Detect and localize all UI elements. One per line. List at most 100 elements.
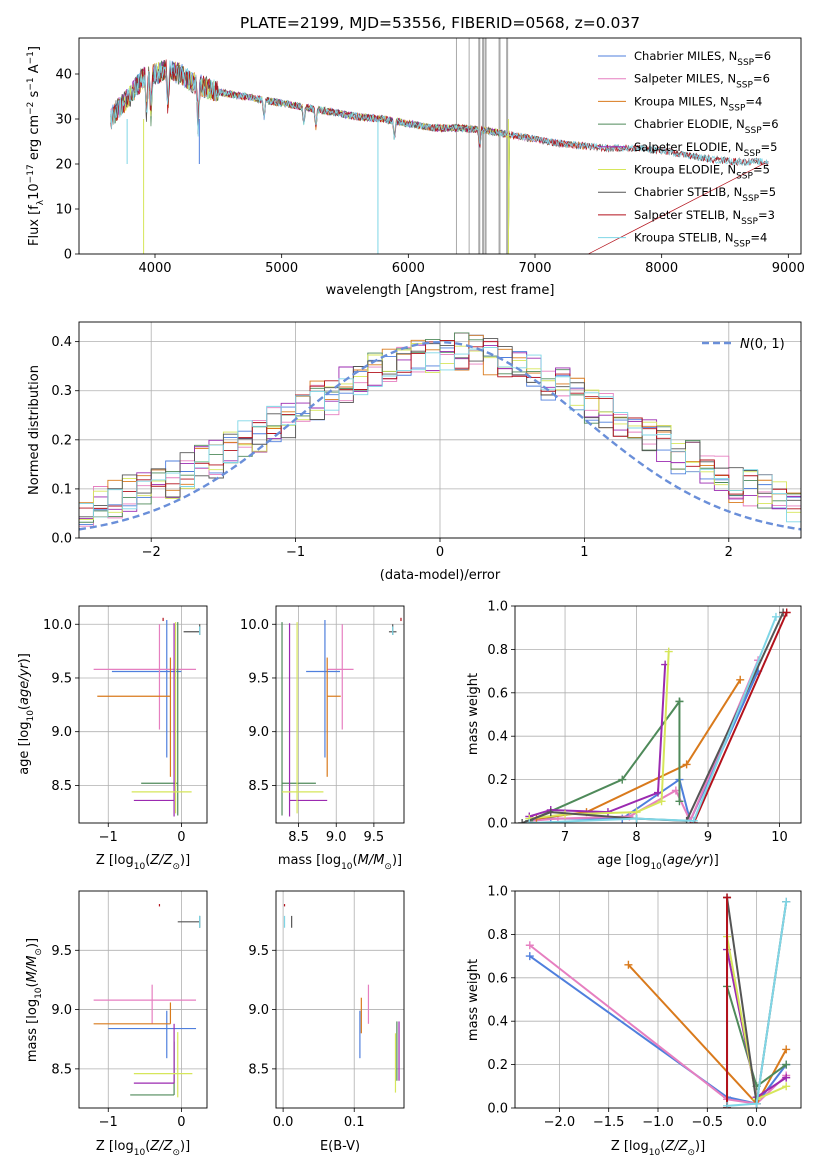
y-tick-label: 8.5 [51, 1062, 72, 1077]
residual-histogram [79, 347, 801, 523]
errorbar-point [288, 623, 328, 817]
weight-series [525, 667, 763, 823]
y-axis-label: mass weight [466, 959, 481, 1041]
y-tick-label: 8.5 [51, 779, 72, 794]
grid [276, 606, 404, 823]
spectrum-line [114, 60, 510, 147]
y-axis-label: mass weight [466, 673, 481, 755]
ticks: −1 0 8.5 9.0 9.5 [51, 944, 185, 1130]
x-tick-label: 2 [725, 545, 733, 560]
plot-area [79, 332, 801, 531]
mass-weight-vs-age-panel: 7 8 9 10 0.0 0.2 0.4 0.6 0.8 1.0 age [log10(age/yr… [466, 600, 802, 872]
errorbar-point [281, 622, 316, 816]
x-tick-label: 6000 [392, 261, 425, 276]
y-tick-label: 8.5 [248, 1062, 269, 1077]
y-tick-label: 0.8 [487, 928, 508, 943]
residual-histogram [79, 338, 801, 518]
ticks: 0.0 0.1 8.5 9.0 9.5 [248, 944, 364, 1130]
axes-frame [78, 37, 802, 255]
y-tick-label: 10 [55, 203, 72, 218]
legend-entry: Kroupa MILES, NSSP=4 [634, 94, 762, 113]
x-tick-label: −1 [99, 1115, 118, 1130]
y-tick-label: 9.0 [51, 1003, 72, 1018]
y-tick-label: 10.0 [43, 618, 72, 633]
gaussian-reference-curve [79, 340, 801, 531]
x-axis-label: mass [log10(M/M⊙)] [278, 853, 402, 872]
y-tick-label: 0.4 [487, 730, 508, 745]
y-tick-label: 8.5 [248, 779, 269, 794]
weight-series [723, 897, 791, 1108]
legend: Chabrier MILES, NSSP=6 Salpeter MILES, NS… [598, 49, 779, 250]
y-tick-label: 0.4 [51, 335, 72, 350]
legend-entry: Salpeter STELIB, NSSP=3 [634, 208, 775, 227]
axes-frame [275, 890, 405, 1109]
plot-area [525, 893, 791, 1108]
x-axis-label: Z [log10(Z/Z⊙)] [96, 853, 190, 872]
y-tick-label: 0.3 [51, 384, 72, 399]
y-axis-label: mass [log10(M/M⊙)] [25, 938, 44, 1062]
spectrum-line [110, 60, 769, 167]
axes-frame [78, 605, 208, 824]
residuals-panel: −2 −1 0 1 2 0.0 0.1 0.2 0.3 0.4 (data-model)/error… [27, 321, 802, 583]
y-tick-label: 0.0 [51, 532, 72, 547]
weight-series [525, 660, 670, 821]
x-tick-label: 0 [177, 830, 185, 845]
y-tick-label: 30 [55, 113, 72, 128]
x-axis-label: Z [log10(Z/Z⊙)] [611, 1139, 705, 1158]
y-tick-label: 0.6 [487, 686, 508, 701]
spectrum-panel: 4000 5000 6000 7000 8000 9000 0 10 20 30 40 wavelen… [26, 37, 805, 298]
errorbar-point [327, 624, 354, 730]
ticks: 7 8 9 10 0.0 0.2 0.4 0.6 0.8 1.0 [487, 600, 788, 846]
y-tick-label: 9.0 [51, 725, 72, 740]
plot-area [110, 38, 769, 254]
y-tick-label: 9.5 [51, 944, 72, 959]
mass-vs-extinction-panel: 0.0 0.1 8.5 9.0 9.5 E(B-V) [248, 890, 405, 1154]
ticks: −2.0 −1.5 −1.0 −0.5 0.0 0.0 0.2 0.4 0.6 0.8 1.0 [487, 885, 767, 1131]
weight-series [723, 893, 732, 1108]
x-axis-label: wavelength [Angstrom, rest frame] [326, 283, 555, 298]
y-tick-label: 0.1 [51, 482, 72, 497]
x-tick-label: 8 [632, 830, 640, 845]
y-axis-label: Normed distribution [27, 365, 42, 495]
legend-entry: N(0, 1) [740, 337, 785, 352]
y-tick-label: 0 [64, 248, 72, 263]
errorbar-point [133, 1032, 193, 1098]
errorbar-point [93, 1002, 172, 1025]
y-tick-label: 9.0 [248, 725, 269, 740]
plot-area [93, 617, 201, 817]
x-tick-label: −1 [286, 545, 305, 560]
x-axis-label: age [log10(age/yr)] [597, 853, 719, 872]
age-vs-metallicity-panel: −1 0 8.5 9.0 9.5 10.0 Z [log10(Z/Z⊙)] age [log1… [17, 605, 208, 872]
age-vs-mass-panel: 8.5 9.0 9.5 8.5 9.0 9.5 10.0 mass [log10(M/M⊙)] [240, 605, 405, 872]
x-tick-label: 0 [177, 1115, 185, 1130]
grid [79, 606, 207, 823]
mass-weight-vs-metallicity-panel: −2.0 −1.5 −1.0 −0.5 0.0 0.0 0.2 0.4 0.6 0.8 1.0 Z [… [466, 885, 802, 1158]
y-tick-label: 9.5 [51, 671, 72, 686]
ticks: 4000 5000 6000 7000 8000 9000 0 10 20 30 40 [55, 68, 804, 277]
ticks: −1 0 8.5 9.0 9.5 10.0 [43, 618, 185, 845]
errorbar-point [93, 984, 197, 1024]
y-tick-label: 0.2 [487, 1058, 508, 1073]
y-tick-label: 0.6 [487, 971, 508, 986]
errorbar-point [111, 619, 182, 758]
x-tick-label: 8000 [645, 261, 678, 276]
y-tick-label: 0.2 [487, 773, 508, 788]
x-tick-label: 0.0 [746, 1115, 767, 1130]
plot-area [93, 904, 201, 1098]
x-tick-label: −1 [99, 830, 118, 845]
x-tick-label: −1.5 [593, 1115, 625, 1130]
y-tick-label: 0.4 [487, 1015, 508, 1030]
x-tick-label: 1 [580, 545, 588, 560]
mass-vs-metallicity-panel: −1 0 8.5 9.0 9.5 Z [log10(Z/Z⊙)] mass [log10(M… [25, 890, 208, 1158]
axes-frame [514, 890, 802, 1109]
errorbar-point [141, 622, 179, 816]
legend-entry: Chabrier ELODIE, NSSP=6 [634, 117, 779, 136]
spectrum-line [114, 60, 511, 254]
legend-entry: Chabrier MILES, NSSP=6 [634, 49, 771, 68]
y-tick-label: 9.5 [248, 671, 269, 686]
legend-entry: Salpeter MILES, NSSP=6 [634, 72, 770, 91]
y-tick-label: 0.0 [487, 817, 508, 832]
x-tick-label: 0.1 [344, 1115, 365, 1130]
ticks: −2 −1 0 1 2 0.0 0.1 0.2 0.3 0.4 [51, 335, 733, 560]
